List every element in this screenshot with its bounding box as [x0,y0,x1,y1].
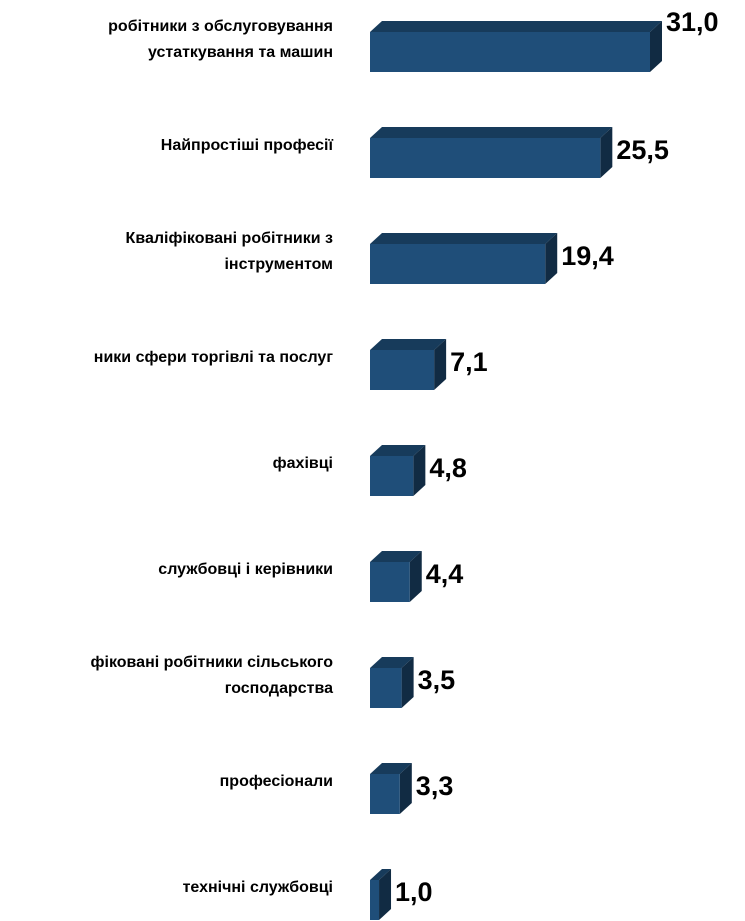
category-line: професіонали [220,773,333,790]
value-label: 4,8 [429,453,467,483]
value-label: 19,4 [561,241,614,271]
bar [370,763,412,814]
category-line: фіковані робітники сільського [91,654,334,671]
value-label: 3,5 [418,665,456,695]
bar-side [650,21,662,72]
bar-top [370,339,447,350]
category-line: господарства [225,680,333,697]
category-line: технічні службовці [183,879,333,896]
bar-top [370,551,422,562]
bar-side [409,551,422,602]
value-label: 25,5 [616,135,669,165]
category-label: Кваліфіковані робітники з інструментом [126,230,333,273]
bar-side [413,445,426,496]
bar [370,21,662,72]
bar-front [370,880,380,920]
category-line: ники сфери торгівлі та послуг [94,349,334,366]
bar-top [370,445,426,456]
bar-side [379,869,392,920]
category-label: фіковані робітники сільського господарств… [91,654,334,697]
bar [370,233,558,284]
bar-top [370,657,414,668]
bar-front [370,562,410,602]
category-label: службовці і керівники [158,561,333,578]
bar-side [401,657,414,708]
value-label: 1,0 [395,877,433,907]
bar-top [370,21,662,32]
bar-top [370,763,412,774]
category-label: технічні службовці [183,879,333,896]
bar-top [370,127,613,138]
category-label: фахівці [273,455,333,472]
bar-front [370,668,402,708]
value-label: 3,3 [416,771,454,801]
bar-front [370,244,546,284]
value-label: 31,0 [666,7,719,37]
category-label: ники сфери торгівлі та послуг [94,349,334,366]
bar-front [370,32,650,72]
bar [370,657,414,708]
category-line: Найпростіші професії [161,137,334,154]
category-label: Найпростіші професії [161,137,334,154]
category-line: устаткування та машин [148,44,333,61]
bar-side [545,233,558,284]
value-label: 4,4 [426,559,464,589]
bar [370,869,392,920]
bar-front [370,138,601,178]
bar-side [399,763,412,814]
category-line: робітники з обслуговування [108,18,333,35]
bar [370,339,447,390]
category-line: інструментом [224,256,333,273]
bar-front [370,774,400,814]
value-label: 7,1 [450,347,488,377]
bar [370,127,613,178]
bar-front [370,350,435,390]
category-line: Кваліфіковані робітники з [126,230,333,247]
category-label: робітники з обслуговування устаткування т… [108,18,333,61]
category-line: службовці і керівники [158,561,333,578]
bar-side [434,339,447,390]
bar-side [600,127,613,178]
bar-top [370,233,558,244]
bar [370,551,422,602]
bar-top [370,869,392,880]
category-line: фахівці [273,455,333,472]
bar [370,445,426,496]
category-label: професіонали [220,773,333,790]
bar-front [370,456,414,496]
